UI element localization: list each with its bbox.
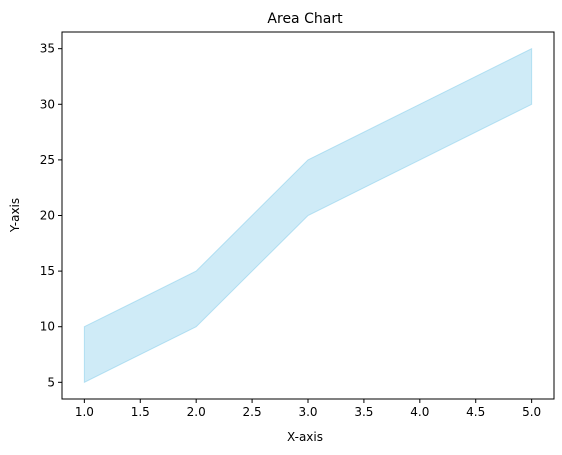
x-tick-label: 3.5 xyxy=(354,405,373,419)
x-tick-label: 4.0 xyxy=(410,405,429,419)
x-tick-label: 1.5 xyxy=(131,405,150,419)
x-axis-title: X-axis xyxy=(287,430,323,444)
y-tick-label: 20 xyxy=(40,209,55,223)
x-tick-label: 1.0 xyxy=(75,405,94,419)
x-tick-label: 2.0 xyxy=(187,405,206,419)
chart-title: Area Chart xyxy=(267,11,343,27)
y-tick-label: 35 xyxy=(40,42,55,56)
y-axis: 5 10 15 20 25 30 35 xyxy=(40,42,62,389)
y-tick-label: 15 xyxy=(40,264,55,278)
x-tick-label: 4.5 xyxy=(466,405,485,419)
y-axis-title: Y-axis xyxy=(8,198,22,233)
y-tick-label: 25 xyxy=(40,153,55,167)
y-tick-label: 5 xyxy=(47,375,55,389)
x-axis: 1.0 1.5 2.0 2.5 3.0 3.5 4.0 4.5 5.0 xyxy=(75,399,541,419)
x-tick-label: 2.5 xyxy=(243,405,262,419)
plot-area xyxy=(83,47,533,384)
x-tick-label: 5.0 xyxy=(522,405,541,419)
area-band xyxy=(83,47,533,384)
x-tick-label: 3.0 xyxy=(298,405,317,419)
y-tick-label: 10 xyxy=(40,320,55,334)
y-tick-label: 30 xyxy=(40,97,55,111)
